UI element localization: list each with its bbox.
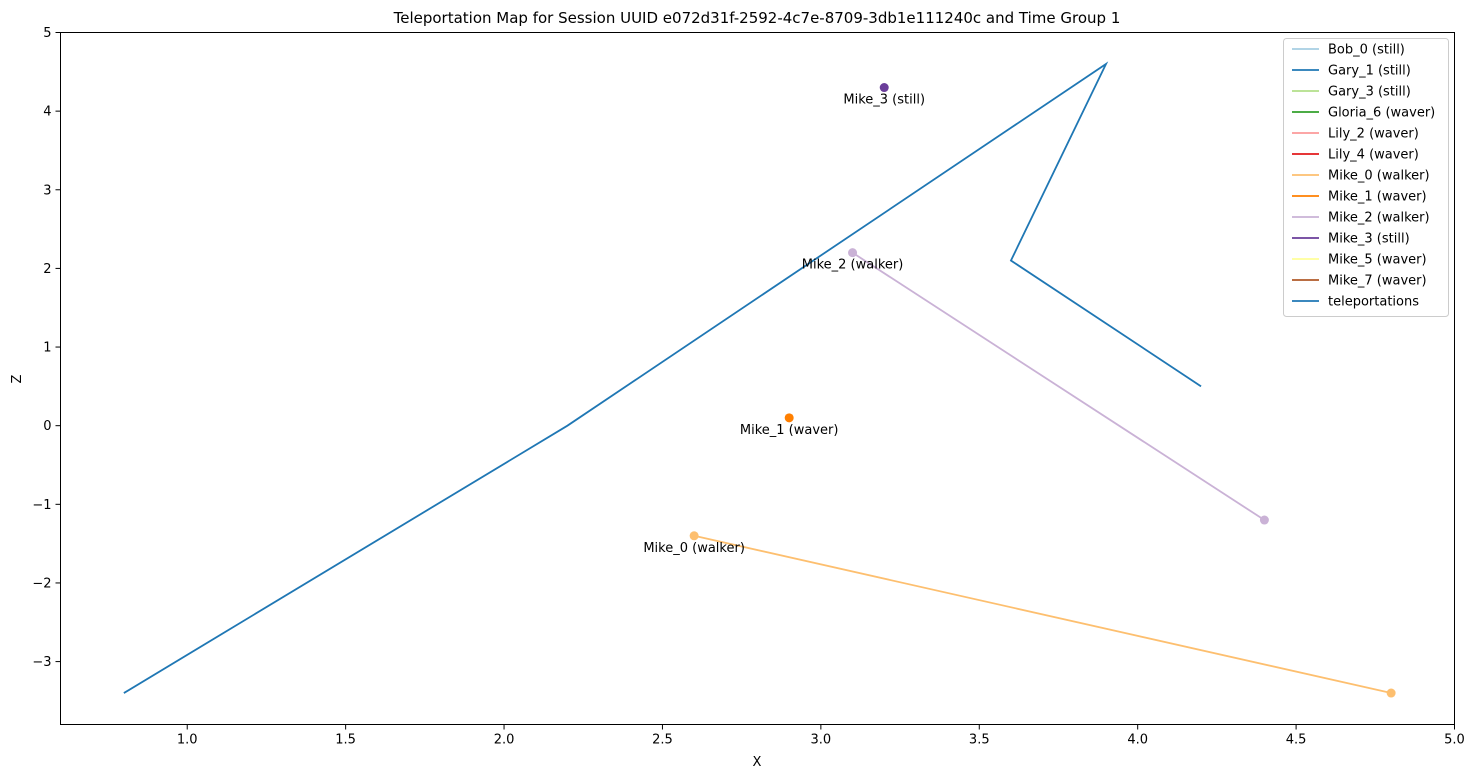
x-tick-label: 1.5	[335, 733, 356, 748]
point-label-mike-0-walker: Mike_0 (walker)	[643, 541, 745, 556]
y-tick-label: 1	[43, 341, 51, 356]
legend-label-mike-3-still: Mike_3 (still)	[1328, 232, 1410, 247]
x-tick-label: 2.0	[494, 733, 515, 748]
x-tick-label: 4.5	[1286, 733, 1307, 748]
legend-label-gary-1-still: Gary_1 (still)	[1328, 64, 1411, 79]
legend: Bob_0 (still) Gary_1 (still) Gary_3 (still…	[1283, 38, 1449, 317]
data-point-mike-0-walker	[689, 531, 699, 541]
point-label-mike-3-still: Mike_3 (still)	[843, 93, 925, 108]
x-tick-label: 5.0	[1444, 733, 1465, 748]
y-tick-label: 4	[43, 105, 51, 120]
x-axis-ticks: 1.0 1.5 2.0 2.5 3.0 3.5 4.0 4.5 5.0	[177, 724, 1465, 748]
x-axis-label: X	[753, 755, 762, 770]
legend-label-mike-5-waver: Mike_5 (waver)	[1328, 253, 1427, 268]
y-tick-label: −1	[32, 498, 51, 513]
data-point-mike-0-walker	[1386, 688, 1396, 698]
y-tick-label: −2	[32, 576, 51, 591]
x-tick-label: 3.5	[969, 733, 990, 748]
legend-label-lily-4-waver: Lily_4 (waver)	[1328, 148, 1419, 163]
x-tick-label: 1.0	[177, 733, 198, 748]
point-labels: Mike_0 (walker) Mike_1 (waver) Mike_2 (wal…	[643, 93, 925, 556]
y-tick-label: −3	[32, 655, 51, 670]
y-axis-label: Z	[10, 374, 25, 383]
legend-label-mike-1-waver: Mike_1 (waver)	[1328, 190, 1427, 205]
legend-label-teleportations: teleportations	[1328, 295, 1419, 310]
plot-frame	[60, 32, 1455, 725]
chart-title: Teleportation Map for Session UUID e072d…	[393, 9, 1121, 27]
legend-label-mike-7-waver: Mike_7 (waver)	[1328, 274, 1427, 289]
point-label-mike-1-waver: Mike_1 (waver)	[740, 423, 839, 438]
y-axis-ticks: −3 −2 −1 0 1 2 3 4 5	[32, 26, 61, 670]
legend-box	[1283, 38, 1449, 317]
x-tick-label: 4.0	[1127, 733, 1148, 748]
data-point-mike-2-walker	[1259, 515, 1269, 525]
data-point-mike-3-still	[879, 83, 889, 93]
series-line-mike-2-walker	[852, 251, 1265, 521]
y-tick-label: 2	[43, 262, 51, 277]
data-point-mike-1-waver	[784, 413, 794, 423]
series-line-teleportations	[123, 61, 1202, 694]
legend-label-mike-0-walker: Mike_0 (walker)	[1328, 169, 1430, 184]
legend-label-lily-2-waver: Lily_2 (waver)	[1328, 127, 1419, 142]
y-tick-label: 5	[43, 26, 51, 41]
legend-label-bob-0-still: Bob_0 (still)	[1328, 43, 1405, 58]
series-line-mike-0-walker	[693, 534, 1392, 694]
data-point-mike-2-walker	[848, 248, 858, 258]
y-tick-label: 0	[43, 419, 51, 434]
legend-label-gloria-6-waver: Gloria_6 (waver)	[1328, 106, 1435, 121]
point-label-mike-2-walker: Mike_2 (walker)	[802, 258, 904, 273]
plot-points	[689, 83, 1396, 698]
legend-label-mike-2-walker: Mike_2 (walker)	[1328, 211, 1430, 226]
plot-lines	[123, 61, 1392, 694]
x-tick-label: 2.5	[652, 733, 673, 748]
x-tick-label: 3.0	[811, 733, 832, 748]
legend-label-gary-3-still: Gary_3 (still)	[1328, 85, 1411, 100]
y-tick-label: 3	[43, 183, 51, 198]
